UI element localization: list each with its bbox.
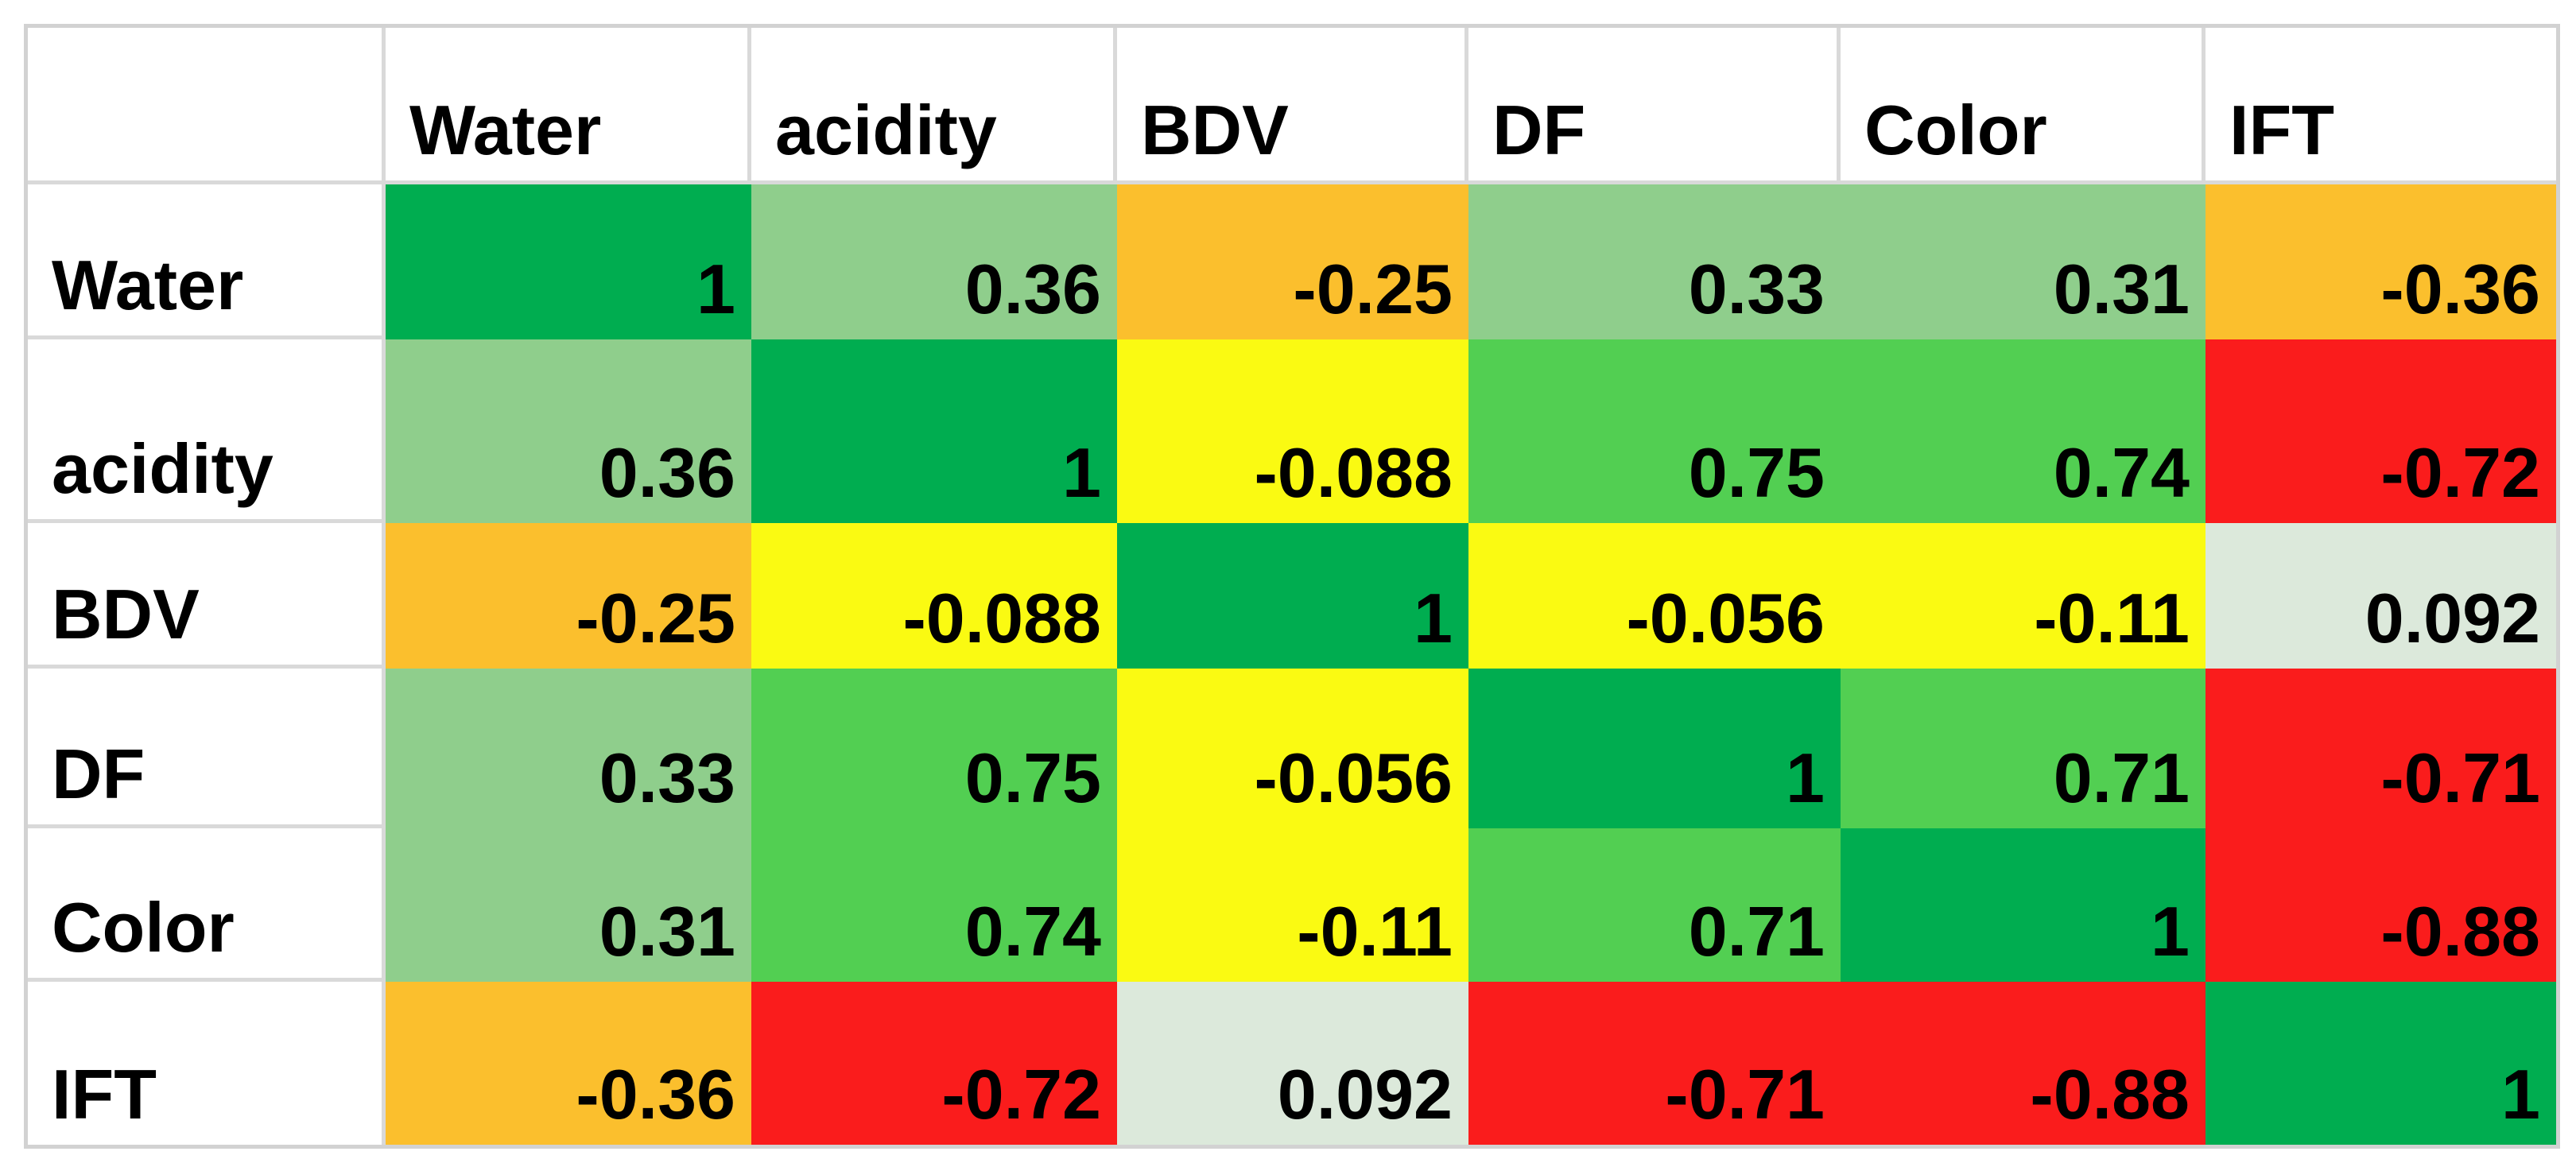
cell-color-water: 0.31: [386, 828, 751, 982]
cell-df-bdv: -0.056: [1117, 669, 1468, 828]
row-label-color: Color: [28, 828, 386, 982]
row-label-ift: IFT: [28, 982, 386, 1145]
cell-ift-color: -0.88: [1841, 982, 2206, 1145]
cell-water-ift: -0.36: [2206, 184, 2556, 339]
cell-bdv-color: -0.11: [1841, 523, 2206, 669]
row-label-water: Water: [28, 184, 386, 339]
column-header-bdv: BDV: [1117, 28, 1468, 184]
cell-ift-ift: 1: [2206, 982, 2556, 1145]
row-label-df: DF: [28, 669, 386, 828]
cell-water-acidity: 0.36: [751, 184, 1117, 339]
cell-water-bdv: -0.25: [1117, 184, 1468, 339]
cell-df-water: 0.33: [386, 669, 751, 828]
column-header-ift: IFT: [2206, 28, 2556, 184]
cell-acidity-acidity: 1: [751, 339, 1117, 523]
cell-water-water: 1: [386, 184, 751, 339]
matrix-row-color: Color 0.31 0.74 -0.11 0.71 1 -0.88: [28, 828, 2556, 982]
cell-df-color: 0.71: [1841, 669, 2206, 828]
matrix-row-bdv: BDV -0.25 -0.088 1 -0.056 -0.11 0.092: [28, 523, 2556, 669]
cell-df-df: 1: [1468, 669, 1841, 828]
cell-ift-bdv: 0.092: [1117, 982, 1468, 1145]
matrix-row-df: DF 0.33 0.75 -0.056 1 0.71 -0.71: [28, 669, 2556, 828]
row-label-bdv: BDV: [28, 523, 386, 669]
cell-water-df: 0.33: [1468, 184, 1841, 339]
cell-bdv-ift: 0.092: [2206, 523, 2556, 669]
cell-df-acidity: 0.75: [751, 669, 1117, 828]
cell-acidity-water: 0.36: [386, 339, 751, 523]
cell-bdv-df: -0.056: [1468, 523, 1841, 669]
cell-color-ift: -0.88: [2206, 828, 2556, 982]
cell-df-ift: -0.71: [2206, 669, 2556, 828]
cell-ift-water: -0.36: [386, 982, 751, 1145]
cell-water-color: 0.31: [1841, 184, 2206, 339]
cell-bdv-acidity: -0.088: [751, 523, 1117, 669]
matrix-row-ift: IFT -0.36 -0.72 0.092 -0.71 -0.88 1: [28, 982, 2556, 1145]
cell-ift-df: -0.71: [1468, 982, 1841, 1145]
cell-acidity-bdv: -0.088: [1117, 339, 1468, 523]
column-header-df: DF: [1468, 28, 1841, 184]
cell-ift-acidity: -0.72: [751, 982, 1117, 1145]
cell-bdv-bdv: 1: [1117, 523, 1468, 669]
correlation-matrix-table: Water acidity BDV DF Color IFT Water 1 0.36 -0.2…: [24, 24, 2560, 1149]
cell-color-color: 1: [1841, 828, 2206, 982]
cell-bdv-water: -0.25: [386, 523, 751, 669]
matrix-row-acidity: acidity 0.36 1 -0.088 0.75 0.74 -0.72: [28, 339, 2556, 523]
cell-acidity-df: 0.75: [1468, 339, 1841, 523]
correlation-matrix: Water acidity BDV DF Color IFT Water 1 0.36 -0.2…: [24, 24, 2560, 1149]
row-label-acidity: acidity: [28, 339, 386, 523]
matrix-row-water: Water 1 0.36 -0.25 0.33 0.31 -0.36: [28, 184, 2556, 339]
column-header-color: Color: [1841, 28, 2206, 184]
cell-color-df: 0.71: [1468, 828, 1841, 982]
cell-color-acidity: 0.74: [751, 828, 1117, 982]
header-row: Water acidity BDV DF Color IFT: [28, 28, 2556, 184]
cell-acidity-color: 0.74: [1841, 339, 2206, 523]
column-header-water: Water: [386, 28, 751, 184]
corner-cell: [28, 28, 386, 184]
column-header-acidity: acidity: [751, 28, 1117, 184]
cell-color-bdv: -0.11: [1117, 828, 1468, 982]
cell-acidity-ift: -0.72: [2206, 339, 2556, 523]
